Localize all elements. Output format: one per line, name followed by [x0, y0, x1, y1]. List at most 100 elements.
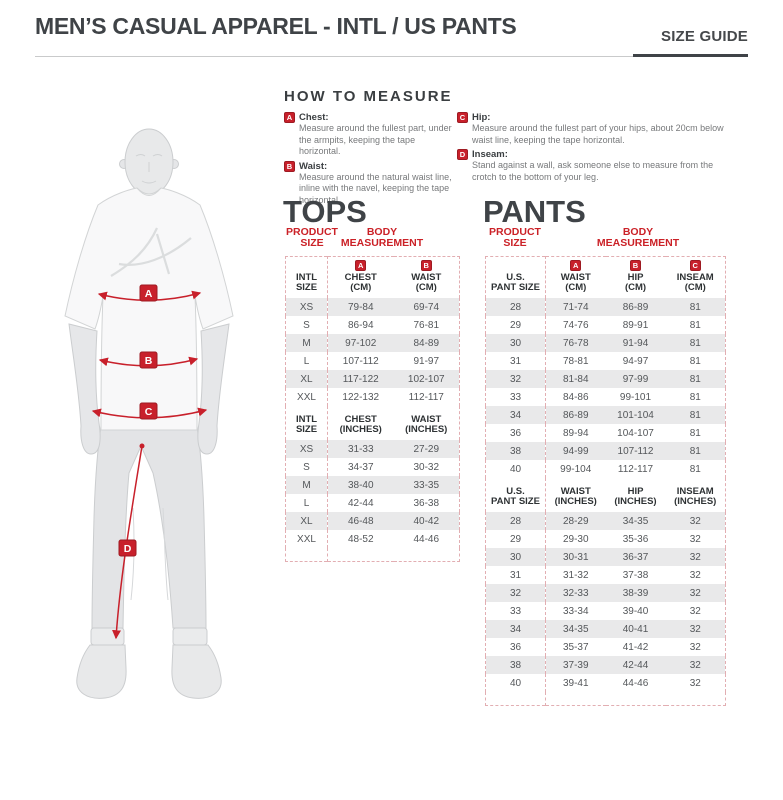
pants-size-table: U.S. PANT SIZE A WAIST (CM) B HIP (CM) C INSEAM (C… — [485, 256, 726, 706]
table-cell: 69-74 — [393, 298, 460, 316]
waist-badge: B — [284, 160, 295, 172]
table-cell: 79-84 — [327, 298, 394, 316]
table-cell: 34-35 — [545, 620, 606, 638]
table-cell: 74-76 — [562, 319, 589, 331]
table-cell: 32 — [689, 605, 701, 617]
table-row: 36 89-94 104-107 81 — [485, 424, 726, 442]
waist-label: B — [145, 355, 153, 367]
measure-item-text: Stand against a wall, ask someone else t… — [472, 160, 714, 182]
table-cell: 107-112 — [605, 442, 666, 460]
table-row: 34 86-89 101-104 81 — [485, 406, 726, 424]
tops-cm-rows: XS 79-84 69-74 S 86-94 76-81 M 97-102 84-89 L 107-… — [285, 298, 460, 406]
table-cell: 104-107 — [617, 427, 654, 439]
table-cell: S — [285, 458, 328, 476]
table-cell: 89-91 — [622, 319, 649, 331]
table-row: 36 35-37 41-42 32 — [485, 638, 726, 656]
table-row: XS 79-84 69-74 — [285, 298, 460, 316]
table-cell: 84-86 — [562, 391, 589, 403]
table-row: XXL 122-132 112-117 — [285, 388, 460, 406]
table-row: L 42-44 36-38 — [285, 494, 460, 512]
table-row: 40 39-41 44-46 32 — [485, 674, 726, 692]
table-cell: 33 — [485, 388, 546, 406]
table-row: 32 81-84 97-99 81 — [485, 370, 726, 388]
table-row: 33 84-86 99-101 81 — [485, 388, 726, 406]
column-header: A CHEST (CM) — [344, 260, 377, 293]
table-cell: 32 — [665, 656, 726, 674]
inseam-badge: D — [457, 149, 468, 160]
table-cell: 94-99 — [545, 442, 606, 460]
tops-inches-rows: XS 31-33 27-29 S 34-37 30-32 M 38-40 33-35 L 42-44… — [285, 440, 460, 548]
table-cell: 32 — [485, 370, 546, 388]
table-cell: 40-42 — [393, 512, 460, 530]
table-cell: 81 — [689, 319, 701, 331]
column-header: INTL SIZE — [285, 406, 328, 440]
table-cell: 41-42 — [622, 641, 649, 653]
table-row: 40 99-104 112-117 81 — [485, 460, 726, 478]
table-row: 32 32-33 38-39 32 — [485, 584, 726, 602]
table-cell: 117-122 — [327, 370, 394, 388]
table-cell: 30 — [485, 548, 546, 566]
pants-inches-rows: 28 28-29 34-35 32 29 29-30 35-36 32 30 30-31 36-37… — [485, 512, 726, 692]
table-cell: 81 — [665, 370, 726, 388]
table-cell: 32 — [689, 677, 701, 689]
table-cell: 32 — [689, 641, 701, 653]
table-cell: XL — [285, 370, 328, 388]
table-cell: XS — [285, 440, 328, 458]
table-cell: 122-132 — [342, 391, 380, 403]
table-cell: 28 — [485, 298, 546, 316]
figure-shoe-right — [171, 644, 222, 699]
table-cell: 31-33 — [327, 440, 394, 458]
table-cell: 29-30 — [562, 533, 589, 545]
table-cell: 38-39 — [605, 584, 666, 602]
table-cell: 34 — [485, 406, 546, 424]
table-spacer — [485, 692, 546, 705]
measure-item-text: Measure around the fullest part of your … — [472, 123, 724, 145]
size-guide-label: SIZE GUIDE — [660, 28, 748, 45]
chest-label: A — [145, 288, 153, 300]
figure-arm-left — [68, 323, 101, 455]
table-cell: 35-36 — [622, 533, 649, 545]
pants-cm-rows: 28 71-74 86-89 81 29 74-76 89-91 81 30 76-78 91-94… — [485, 298, 726, 478]
table-cell: 81 — [689, 427, 701, 439]
table-cell: 97-99 — [605, 370, 666, 388]
column-header: A WAIST (CM) — [560, 260, 591, 293]
measure-item-waist: B Waist: Measure around the natural wais… — [284, 160, 456, 207]
table-cell: 71-74 — [545, 298, 606, 316]
table-cell: 38 — [485, 656, 546, 674]
column-header: B WAIST (CM) — [411, 260, 442, 293]
table-row: XL 46-48 40-42 — [285, 512, 460, 530]
table-cell: 34 — [485, 620, 546, 638]
table-cell: S — [285, 316, 328, 334]
measure-badge: A — [570, 260, 582, 271]
table-row: M 38-40 33-35 — [285, 476, 460, 494]
table-cell: 76-78 — [545, 334, 606, 352]
measure-item-label: Inseam: — [472, 149, 508, 160]
tops-size-table: INTL SIZE A CHEST (CM) B WAIST (CM) XS 79-84 69-7… — [285, 256, 460, 562]
table-row: 38 37-39 42-44 32 — [485, 656, 726, 674]
table-cell: 36-37 — [605, 548, 666, 566]
tops-body-measurement-header: BODY MEASUREMENT — [340, 226, 424, 249]
table-row: S 86-94 76-81 — [285, 316, 460, 334]
table-cell: 32 — [689, 533, 701, 545]
table-cell: XXL — [285, 388, 328, 406]
table-row: 31 31-32 37-38 32 — [485, 566, 726, 584]
pants-body-measurement-header: BODY MEASUREMENT — [596, 226, 680, 249]
column-header: INSEAM (INCHES) — [674, 486, 717, 507]
table-cell: 34-37 — [347, 461, 374, 473]
table-row: XXL 48-52 44-46 — [285, 530, 460, 548]
tops-section-title: TOPS — [283, 194, 367, 229]
table-cell: 30 — [485, 334, 546, 352]
table-cell: L — [285, 352, 328, 370]
table-cell: 97-102 — [327, 334, 394, 352]
table-row: XS 31-33 27-29 — [285, 440, 460, 458]
header-divider — [35, 56, 748, 57]
measure-item-inseam: D Inseam: Stand against a wall, ask some… — [457, 149, 725, 183]
figure-cuff-right — [172, 627, 208, 646]
table-row: 34 34-35 40-41 32 — [485, 620, 726, 638]
table-row: 38 94-99 107-112 81 — [485, 442, 726, 460]
table-cell: 86-89 — [545, 406, 606, 424]
table-cell: 112-117 — [617, 463, 654, 475]
column-header: U.S. PANT SIZE — [485, 478, 546, 512]
table-cell: 48-52 — [347, 533, 374, 545]
